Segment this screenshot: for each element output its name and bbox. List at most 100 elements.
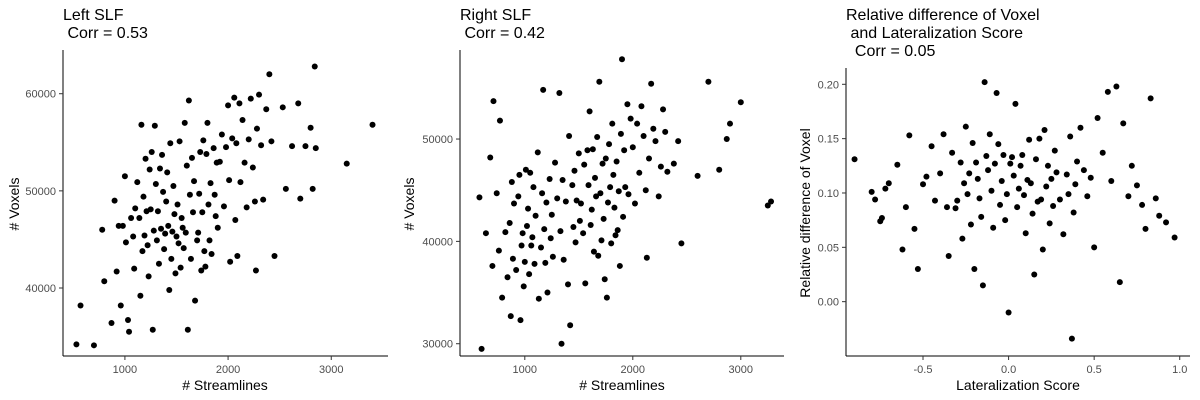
data-point: [636, 169, 643, 176]
y-tick-label: 0.15: [818, 134, 839, 146]
data-point: [184, 326, 191, 333]
data-point: [585, 182, 592, 189]
data-point: [197, 149, 204, 155]
data-point: [986, 131, 993, 138]
data-point: [1043, 183, 1050, 190]
data-point: [601, 276, 608, 283]
data-point: [187, 255, 194, 262]
data-point: [1063, 171, 1070, 178]
data-point: [705, 78, 712, 85]
data-point: [547, 235, 554, 242]
data-point: [940, 131, 947, 138]
data-point: [168, 255, 175, 262]
data-point: [194, 237, 201, 244]
data-point: [509, 255, 516, 262]
data-point: [969, 139, 976, 146]
data-point: [343, 160, 350, 167]
data-point: [1044, 162, 1051, 169]
data-point: [594, 133, 601, 140]
y-tick-label: 40000: [25, 283, 56, 295]
data-point: [1120, 120, 1127, 127]
data-point: [966, 170, 973, 177]
data-point: [214, 224, 221, 231]
data-point: [1000, 151, 1007, 158]
data-point: [200, 137, 207, 144]
y-axis-title: # Voxels: [401, 178, 417, 231]
data-point: [236, 100, 243, 107]
data-point: [178, 215, 185, 222]
data-point: [949, 149, 956, 156]
data-point: [1072, 181, 1079, 188]
data-point: [1171, 234, 1178, 241]
data-point: [513, 267, 520, 274]
x-tick-label: 1.0: [1172, 364, 1187, 376]
data-point: [562, 198, 569, 205]
data-point: [210, 145, 217, 152]
data-point: [872, 196, 879, 203]
panel-title-line-2: and Lateralization Score: [846, 25, 1023, 42]
data-point: [1036, 135, 1043, 142]
data-point: [1133, 182, 1140, 189]
data-point: [622, 184, 629, 191]
data-point: [973, 159, 980, 166]
data-point: [629, 144, 636, 151]
data-point: [1032, 156, 1039, 163]
data-point: [205, 201, 212, 208]
data-point: [243, 204, 250, 211]
data-point: [218, 131, 225, 138]
data-point: [598, 237, 605, 244]
data-point: [138, 121, 145, 128]
data-point: [592, 174, 598, 181]
data-point: [603, 294, 610, 301]
data-point: [190, 209, 196, 216]
data-point: [256, 91, 263, 98]
data-point: [141, 232, 148, 239]
data-point: [307, 124, 314, 131]
data-point: [979, 282, 986, 289]
data-point: [166, 286, 173, 293]
data-point: [616, 262, 623, 269]
data-point: [655, 193, 662, 200]
data-point: [171, 211, 178, 218]
data-point: [223, 144, 230, 151]
y-axis-title: # Voxels: [6, 178, 22, 231]
data-point: [608, 240, 615, 247]
data-point: [1002, 217, 1009, 224]
y-ticks: 30000 40000 50000: [422, 134, 460, 351]
data-point: [664, 168, 671, 175]
data-point: [607, 184, 614, 191]
data-point: [231, 94, 238, 101]
data-point: [1003, 191, 1010, 198]
data-point: [868, 188, 875, 195]
data-point: [1029, 210, 1036, 217]
data-point: [140, 193, 147, 200]
data-point: [1125, 193, 1132, 200]
data-point: [582, 280, 589, 287]
data-point: [134, 179, 141, 186]
data-point: [122, 239, 129, 246]
y-tick-label: 0.10: [818, 188, 839, 200]
data-point: [1094, 114, 1101, 121]
data-point: [211, 191, 218, 198]
data-point: [482, 230, 489, 237]
y-tick-label: 50000: [25, 186, 56, 198]
data-point: [212, 213, 219, 220]
data-point: [121, 173, 128, 180]
data-point: [266, 71, 273, 78]
data-point: [1067, 133, 1074, 140]
data-point: [1139, 201, 1146, 208]
data-point: [1005, 309, 1012, 316]
data-point: [937, 170, 944, 177]
panel-title-line-1: Relative difference of Voxel: [846, 7, 1040, 24]
data-point: [225, 102, 232, 109]
data-point: [146, 166, 153, 173]
data-point: [640, 132, 647, 139]
data-point: [981, 79, 988, 86]
data-point: [1156, 212, 1163, 219]
data-point: [1039, 246, 1046, 253]
data-point: [678, 240, 685, 247]
data-point: [1091, 244, 1098, 251]
data-point: [1074, 158, 1081, 165]
x-axis-title: # Streamlines: [579, 377, 665, 393]
data-point: [554, 195, 561, 202]
